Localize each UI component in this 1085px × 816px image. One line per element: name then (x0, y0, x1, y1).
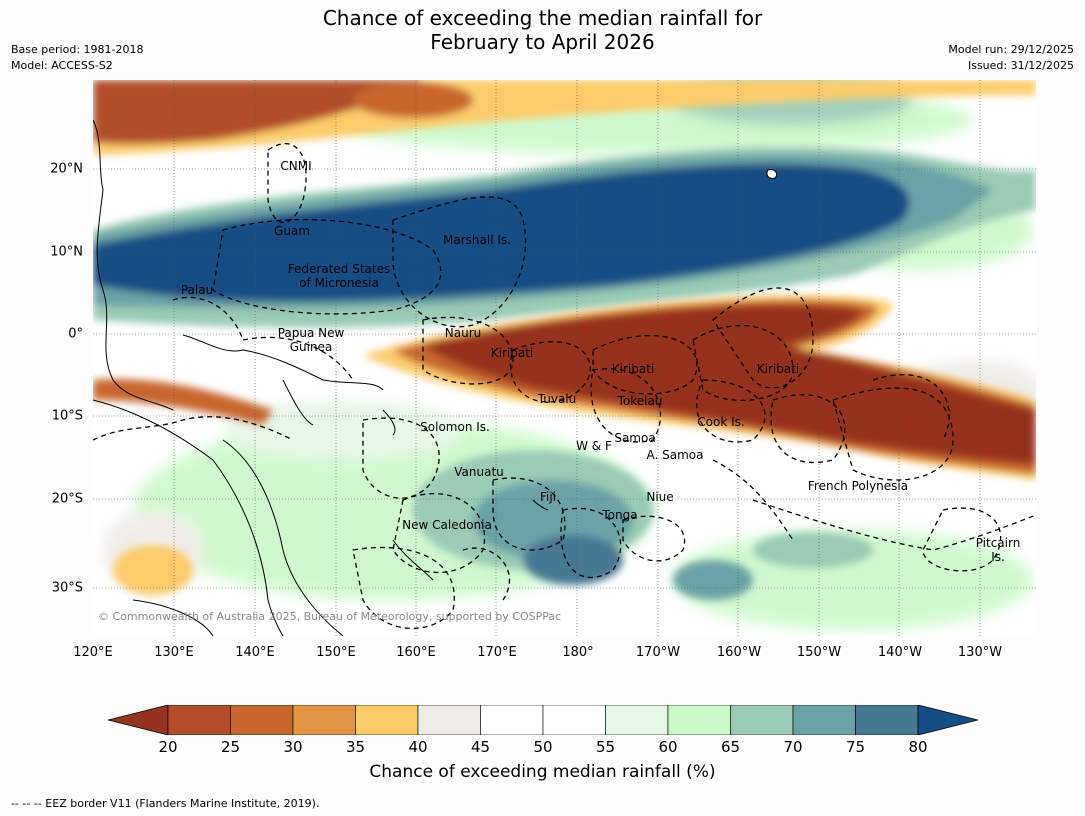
colorbar-tick: 55 (595, 738, 616, 756)
label-png-line1: Papua New (277, 326, 345, 340)
label-fiji: Fiji (539, 490, 557, 504)
y-tick-10n: 10°N (50, 244, 83, 260)
label-kiribati-east: Kiribati (756, 362, 800, 376)
label-png-line2: Guinea (289, 340, 333, 354)
label-newcal: New Caledonia (402, 518, 492, 532)
label-tokelau: Tokelau (617, 394, 663, 408)
colorbar-extend-high (917, 705, 978, 735)
x-tick-160w: 160°W (716, 645, 762, 660)
eez-footnote: -- -- -- EEZ border V11 (Flanders Marine… (11, 797, 320, 810)
label-palau: Palau (180, 283, 214, 297)
x-tick-120e: 120°E (73, 645, 113, 660)
x-tick-160e: 160°E (396, 645, 436, 660)
label-kiribati-west: Kiribati (490, 346, 534, 360)
y-tick-0: 0° (68, 326, 83, 342)
colorbar-segment (355, 705, 419, 735)
label-asamoa: A. Samoa (646, 448, 704, 462)
label-pitcairn: Pitcairn Is. (976, 536, 1021, 564)
y-tick-20s: 20°S (51, 491, 83, 507)
colorbar-tick: 35 (345, 738, 366, 756)
colorbar-tick: 60 (658, 738, 678, 756)
label-guam: Guam (274, 224, 310, 238)
colorbar-segment (855, 705, 919, 735)
label-fsm-line2: of Micronesia (299, 276, 379, 290)
label-pitcairn-line2: Is. (991, 550, 1005, 564)
colorbar (108, 705, 978, 735)
x-tick-150e: 150°E (316, 645, 356, 660)
colorbar-segment (167, 705, 231, 735)
x-tick-180: 180° (562, 645, 594, 660)
colorbar-tick: 50 (533, 738, 553, 756)
label-vanuatu: Vanuatu (454, 465, 504, 479)
label-fsm-line1: Federated States (287, 262, 391, 276)
label-niue: Niue (646, 490, 674, 504)
rainfall-map (93, 80, 1036, 636)
label-solomon: Solomon Is. (420, 420, 490, 434)
colorbar-segment (667, 705, 731, 735)
meta-right: Model run: 29/12/2025 Issued: 31/12/2025 (948, 42, 1074, 74)
label-fp: French Polynesia (807, 479, 909, 493)
label-fsm: Federated States of Micronesia (288, 262, 390, 290)
x-tick-130w: 130°W (957, 645, 1003, 660)
x-tick-150w: 150°W (796, 645, 842, 660)
model-run: Model run: 29/12/2025 (948, 43, 1074, 56)
label-png: Papua New Guinea (278, 326, 345, 354)
title-line-2: February to April 2026 (430, 30, 655, 54)
label-nauru: Nauru (444, 326, 482, 340)
x-tick-170w: 170°W (635, 645, 681, 660)
model-name: Model: ACCESS-S2 (11, 59, 113, 72)
colorbar-segment (417, 705, 481, 735)
copyright-notice: © Commonwealth of Australia 2025, Bureau… (98, 610, 562, 623)
colorbar-tick: 40 (408, 738, 428, 756)
y-tick-30s: 30°S (51, 580, 83, 596)
colorbar-label: Chance of exceeding median rainfall (%) (369, 762, 716, 782)
colorbar-tick: 20 (158, 738, 178, 756)
coastlines (93, 119, 778, 636)
colorbar-segment (730, 705, 794, 735)
map-title: Chance of exceeding the median rainfall … (0, 6, 1085, 54)
eez-borders (93, 143, 1036, 629)
label-pitcairn-line1: Pitcairn (975, 536, 1021, 550)
y-tick-10s: 10°S (51, 408, 83, 424)
label-tonga: Tonga (602, 508, 638, 522)
shading-wet (93, 146, 1036, 600)
colorbar-tick: 45 (470, 738, 491, 756)
x-tick-140w: 140°W (877, 645, 923, 660)
y-tick-20n: 20°N (50, 161, 83, 177)
map-canvas (93, 80, 1036, 636)
meta-left: Base period: 1981-2018 Model: ACCESS-S2 (11, 42, 143, 74)
label-wf: W & F (576, 439, 612, 453)
x-tick-170e: 170°E (477, 645, 517, 660)
colorbar-tick: 30 (283, 738, 303, 756)
x-tick-140e: 140°E (235, 645, 275, 660)
label-samoa: Samoa (614, 431, 656, 445)
colorbar-tick: 75 (845, 738, 866, 756)
colorbar-segment (542, 705, 606, 735)
colorbar-segment (230, 705, 294, 735)
graticule (93, 80, 1036, 636)
colorbar-segment (605, 705, 669, 735)
colorbar-segment (292, 705, 356, 735)
title-line-1: Chance of exceeding the median rainfall … (322, 6, 763, 30)
colorbar-extend-low (108, 705, 169, 735)
x-tick-130e: 130°E (154, 645, 194, 660)
base-period: Base period: 1981-2018 (11, 43, 144, 56)
label-tuvalu: Tuvalu (537, 392, 577, 406)
colorbar-tick: 70 (783, 738, 803, 756)
colorbar-tick: 65 (720, 738, 741, 756)
issued-date: Issued: 31/12/2025 (967, 59, 1074, 72)
label-cnmi: CNMI (280, 159, 312, 173)
label-marshall: Marshall Is. (443, 233, 511, 247)
colorbar-segment (480, 705, 544, 735)
colorbar-tick: 25 (220, 738, 241, 756)
colorbar-segment (792, 705, 856, 735)
label-kiribati-central: Kiribati (611, 362, 655, 376)
colorbar-tick: 80 (908, 738, 928, 756)
label-cook: Cook Is. (697, 415, 745, 429)
